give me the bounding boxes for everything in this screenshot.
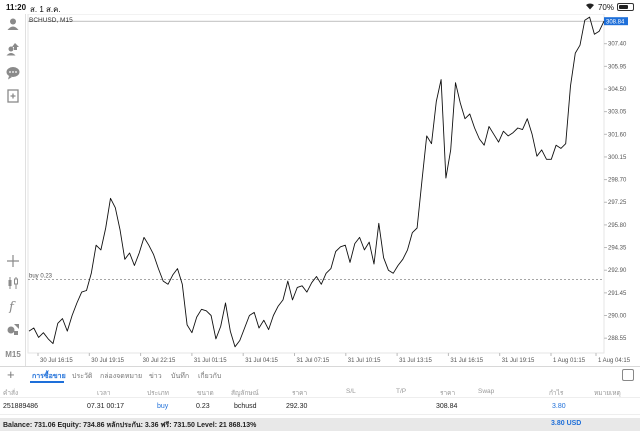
y-tick-label: 292.90 [608, 268, 627, 274]
col-comment: หมายเหตุ [594, 390, 621, 397]
left-toolbar: f M15 [0, 14, 26, 366]
active-tab-indicator [30, 381, 64, 383]
current-price-label: 308.84 [606, 19, 625, 25]
status-bar: 11:20 ส. 1 ส.ค. 70% [0, 0, 640, 14]
battery-percent: 70% [597, 2, 614, 12]
chat-icon[interactable] [5, 65, 21, 81]
account-icon[interactable] [5, 16, 21, 32]
y-tick-label: 297.25 [608, 200, 627, 206]
y-tick-label: 291.45 [608, 291, 627, 297]
y-tick-label: 307.40 [608, 42, 627, 48]
wifi-icon [585, 2, 595, 12]
x-tick-label: 30 Jul 16:15 [40, 358, 73, 364]
total-profit: 3.80 USD [551, 420, 582, 427]
y-tick-label: 300.15 [608, 155, 627, 161]
y-tick-label: 298.70 [608, 178, 627, 184]
row-time: 07.31 00:17 [87, 403, 124, 410]
y-tick-label: 288.55 [608, 336, 627, 342]
col-swap: Swap [478, 388, 495, 395]
balance-bar: Balance: 731.06 Equity: 734.86 หลักประกั… [0, 418, 640, 431]
y-tick-label: 304.50 [608, 87, 627, 93]
row-size: 0.23 [196, 403, 210, 410]
col-order: คำสั่ง [3, 390, 19, 397]
trade-user-icon[interactable] [5, 41, 21, 57]
order-line-label: buy 0.23 [29, 274, 53, 280]
trade-table-header: คำสั่ง เวลา ประเภท ขนาด สัญลักษณ์ ราคา S… [0, 385, 640, 398]
candlestick-icon[interactable] [5, 275, 21, 291]
row-profit: 3.80 [552, 403, 566, 410]
add-icon[interactable]: + [7, 367, 15, 382]
tab-journal[interactable]: บันทึก [171, 373, 190, 380]
col-time: เวลา [97, 390, 111, 397]
tab-mailbox[interactable]: กล่องจดหมาย [100, 373, 143, 380]
col-profit: กำไร [549, 390, 564, 397]
panel-toggle-icon[interactable] [622, 369, 634, 381]
objects-icon[interactable] [5, 321, 21, 337]
col-type: ประเภท [147, 390, 169, 397]
x-tick-label: 31 Jul 19:15 [502, 358, 535, 364]
x-tick-label: 31 Jul 13:15 [399, 358, 432, 364]
current-price-tag [604, 17, 628, 26]
y-tick-label: 303.05 [608, 110, 627, 116]
new-document-icon[interactable] [5, 88, 21, 104]
chart-symbol-title: BCHUSD, M15 [29, 17, 73, 24]
row-symbol: bchusd [234, 403, 257, 410]
crosshair-icon[interactable] [5, 253, 21, 269]
x-tick-label: 31 Jul 16:15 [450, 358, 483, 364]
col-tp: T/P [396, 388, 407, 395]
x-tick-label: 1 Aug 01:15 [553, 358, 586, 364]
tab-history[interactable]: ประวัติ [72, 373, 93, 380]
col-sl: S/L [346, 388, 356, 395]
x-tick-label: 1 Aug 04:15 [598, 358, 631, 364]
y-tick-label: 294.35 [608, 246, 627, 252]
x-tick-label: 31 Jul 07:15 [297, 358, 330, 364]
battery-icon [617, 3, 634, 11]
row-open-price: 292.30 [286, 403, 308, 410]
y-tick-label: 301.60 [608, 132, 627, 138]
y-tick-label: 305.95 [608, 64, 627, 70]
x-tick-label: 31 Jul 01:15 [194, 358, 227, 364]
price-chart[interactable]: 307.40 305.95 304.50 303.05 301.60 300.15 298.… [26, 14, 640, 366]
plot-frame [27, 14, 605, 354]
x-tick-label: 30 Jul 22:15 [143, 358, 176, 364]
table-row[interactable]: 251889486 07.31 00:17 buy 0.23 bchusd 29… [0, 400, 640, 415]
row-type: buy [157, 403, 169, 410]
status-time: 11:20 [6, 3, 27, 12]
y-tick-label: 295.80 [608, 223, 627, 229]
status-date: ส. 1 ส.ค. [30, 5, 61, 14]
balance-text: Balance: 731.06 Equity: 734.86 หลักประกั… [3, 422, 257, 429]
timeframe-label[interactable]: M15 [5, 350, 21, 359]
col-size: ขนาด [197, 390, 214, 397]
tab-news[interactable]: ข่าว [149, 373, 162, 380]
status-indicators: 70% [585, 2, 634, 12]
row-price: 308.84 [436, 403, 458, 410]
bottom-tab-bar: + การซื้อขาย ประวัติ กล่องจดหมาย ข่าว บั… [0, 366, 640, 383]
tab-about[interactable]: เกี่ยวกับ [198, 373, 222, 380]
tab-trade[interactable]: การซื้อขาย [32, 373, 66, 380]
col-price: ราคา [440, 390, 456, 397]
svg-text:f: f [8, 300, 16, 313]
indicators-icon[interactable]: f [5, 298, 21, 314]
col-symbol: สัญลักษณ์ [231, 390, 259, 397]
y-tick-label: 290.00 [608, 314, 627, 320]
chart-canvas[interactable]: 307.40 305.95 304.50 303.05 301.60 300.15 298.… [26, 14, 640, 366]
col-open-price: ราคา [292, 390, 308, 397]
row-order: 251889486 [3, 403, 39, 410]
x-tick-label: 31 Jul 10:15 [348, 358, 381, 364]
price-line-series [28, 16, 605, 348]
x-tick-label: 31 Jul 04:15 [245, 358, 278, 364]
x-tick-label: 30 Jul 19:15 [91, 358, 124, 364]
